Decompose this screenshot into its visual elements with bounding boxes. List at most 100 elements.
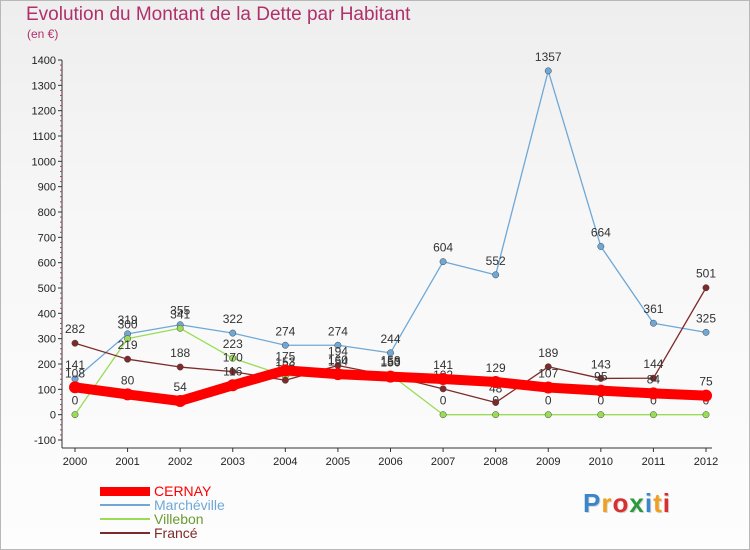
y-tick-label: 500 [38,283,56,295]
x-tick-label: 2006 [378,456,402,468]
data-point [71,339,79,347]
data-label: 154 [328,355,348,369]
data-label: 153 [380,355,400,369]
legend-label: Francé [154,525,198,541]
x-tick-label: 2012 [694,456,718,468]
data-point [176,324,184,332]
x-tick-label: 2003 [221,456,245,468]
data-point [544,363,552,371]
data-point [334,341,342,349]
data-label: 107 [538,367,558,381]
data-label: 158 [380,354,400,368]
y-tick-label: 600 [38,258,56,270]
data-label: 300 [118,318,138,332]
legend-item: Villebon [100,512,225,526]
data-point [492,411,500,419]
data-label: 501 [696,267,716,281]
data-point [69,381,81,394]
data-label: 1357 [535,50,562,64]
y-tick-label: 200 [38,359,56,371]
data-label: 95 [594,370,608,384]
y-tick-label: 1300 [32,80,56,92]
data-label: 244 [380,332,400,346]
data-label: 54 [173,380,187,394]
data-label: 325 [696,311,716,325]
y-tick-label: -100 [34,435,56,447]
x-tick-label: 2005 [326,456,350,468]
data-point [281,341,289,349]
data-point [649,374,657,382]
data-label: 0 [650,394,657,408]
data-label: 0 [545,394,552,408]
data-point [439,385,447,393]
data-label: 194 [328,345,348,359]
data-point [437,372,450,385]
y-tick-label: 800 [38,207,56,219]
data-label: 188 [170,346,190,360]
data-label: 144 [643,357,663,371]
data-label: 189 [538,346,558,360]
data-point [281,376,289,384]
data-point [439,411,447,419]
data-label: 141 [433,358,453,372]
data-point [544,411,552,419]
y-tick-label: 400 [38,308,56,320]
x-tick-label: 2011 [642,456,666,468]
x-tick-label: 2002 [168,456,192,468]
legend-swatch [100,532,150,534]
legend-label: CERNAY [154,483,212,499]
data-point [700,389,712,402]
data-label: 143 [591,357,611,371]
legend-swatch [100,486,150,496]
data-label: 129 [486,361,506,375]
x-tick-label: 2004 [273,456,297,468]
data-point [384,370,397,383]
legend: CERNAY Marchéville Villebon Francé [100,484,225,540]
data-label: 141 [65,358,85,372]
data-label: 664 [591,225,611,239]
data-label: 355 [170,304,190,318]
data-point [331,368,344,381]
data-label: 322 [223,312,243,326]
x-tick-label: 2010 [589,456,613,468]
data-label: 274 [275,324,295,338]
logo-letter: P [583,488,602,518]
data-point [597,243,605,250]
legend-item: Francé [100,526,225,540]
data-point [229,329,237,337]
y-tick-label: 0 [50,410,56,422]
data-point [489,375,502,388]
data-point [492,271,500,279]
x-tick-label: 2000 [63,456,87,468]
data-point [229,354,237,362]
legend-item: CERNAY [100,484,225,498]
data-point [649,319,657,327]
data-label: 108 [65,366,85,380]
data-label: 0 [440,394,447,408]
x-tick-label: 2007 [431,456,455,468]
data-label: 274 [328,324,348,338]
data-label: 0 [597,394,604,408]
data-label: 80 [121,373,135,387]
legend-item: Marchéville [100,498,225,512]
data-label: 361 [643,302,663,316]
data-label: 160 [328,353,348,367]
data-point [542,381,555,394]
logo-letter: i [644,488,654,518]
chart-title: Evolution du Montant de la Dette par Hab… [26,4,411,25]
data-point [124,335,132,343]
y-tick-label: 1400 [32,55,56,67]
logo-letter: t [653,488,663,518]
data-label: 116 [223,364,242,378]
data-label: 175 [275,349,295,363]
data-label: 75 [699,375,713,389]
data-label: 153 [275,355,295,369]
y-tick-label: 1100 [32,131,56,143]
data-label: 0 [72,394,79,408]
data-point [121,388,134,401]
data-label: 150 [380,356,400,370]
x-tick-label: 2001 [115,456,139,468]
y-tick-label: 100 [38,384,56,396]
